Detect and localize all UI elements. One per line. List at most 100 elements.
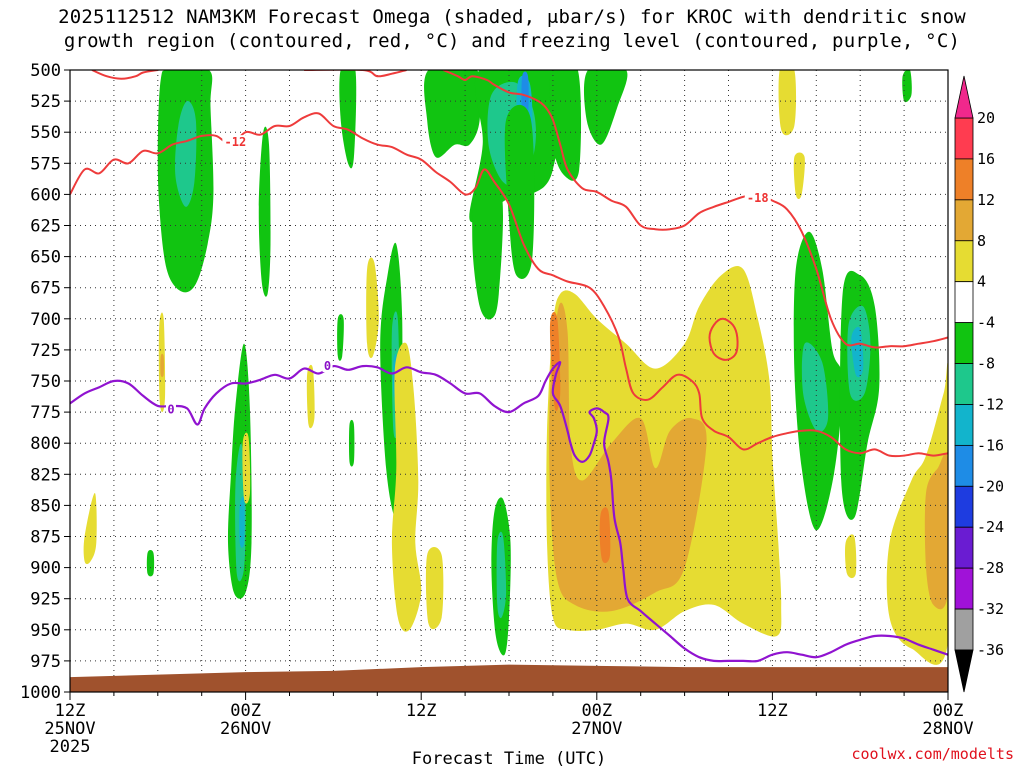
omega-ascent-region-12 [472,177,504,320]
omega-ascent-region-4 [239,496,245,548]
colorbar-bin [954,608,974,651]
y-tick-label: 500 [30,61,61,81]
colorbar-bin [954,240,974,283]
colorbar-label: -24 [977,518,1004,536]
x-tick-label: 00Z [230,701,261,721]
omega-ascent-region-1 [175,100,197,207]
contour-label: -12 [225,135,247,149]
y-tick-label: 525 [30,92,61,112]
omega-ascent-region-24 [801,342,829,433]
chart-title-line2: growth region (contoured, red, °C) and f… [63,30,961,52]
omega-descent-region-16 [306,364,315,429]
y-tick-label: 675 [30,279,61,299]
x-tick-label: 00Z [933,701,964,721]
omega-descent-region-13 [845,534,857,579]
contours: -12 -18 0 0 [70,70,948,663]
colorbar-label: -8 [977,355,995,373]
colorbar-label: 4 [977,273,986,291]
colorbar-bin [954,158,974,201]
omega-ascent-region-26 [851,326,864,378]
omega-descent-region-12 [924,453,948,610]
colorbar-bin [954,363,974,405]
x-tick-label: 26NOV [220,719,271,739]
y-tick-label: 625 [30,217,61,237]
y-tick-label: 650 [30,248,61,268]
y-tick-label: 850 [30,496,61,516]
y-tick-label: 800 [30,434,61,454]
omega-ascent-region-5 [258,126,271,297]
colorbar-label: -36 [977,641,1004,659]
colorbar: 20 16 12 8 4 -4 -8 -12 -16 -20 -24 -28 -32 -36 [954,75,1004,693]
y-tick-label: 825 [30,465,61,485]
y-tick-label: 550 [30,123,61,143]
dgz-contour--18-1 [91,70,158,80]
y-tick-label: 950 [30,621,61,641]
omega-ascent-region-29 [902,70,912,103]
colorbar-under-arrow [954,649,974,693]
omega-descent-region-10 [793,152,805,200]
colorbar-bin [954,322,974,364]
chart-title-line1: 2025112512 NAM3KM Forecast Omega (shaded… [58,6,966,28]
colorbar-bin [954,485,974,528]
omega-descent-region-1 [548,302,707,612]
colorbar-bin [954,444,974,487]
y-tick-label: 700 [30,310,61,330]
colorbar-bin [954,567,974,610]
omega-descent-region-4 [391,342,422,632]
colorbar-bin [954,404,974,446]
dgz-contour--18-2 [304,70,407,78]
dgz-contour--18-4 [708,317,739,361]
y-tick-label: 975 [30,652,61,672]
y-tick-label: 875 [30,528,61,548]
omega-ascent-region-18 [549,70,582,181]
y-tick-label: 600 [30,185,61,205]
x-tick-label: 12Z [406,701,437,721]
x-tick-label: 12Z [55,701,86,721]
x-axis-title: Forecast Time (UTC) [412,749,606,768]
colorbar-label: 16 [977,150,995,168]
omega-ascent-region-31 [348,419,355,467]
omega-ascent-region-19 [584,70,628,145]
dgz-contour--18-3 [442,70,948,349]
omega-descent-region-3 [549,311,561,411]
colorbar-bin [954,117,974,160]
y-tick-label: 725 [30,341,61,361]
omega-descent-region-14 [778,70,797,136]
contour-label: -18 [747,191,769,205]
credit-text: coolwx.com/modelts [851,745,1014,763]
y-tick-label: 575 [30,154,61,174]
contour-label-bg [165,402,176,416]
omega-ascent-region-10 [424,70,482,158]
contour-label: 0 [324,359,331,373]
terrain-fill [70,664,948,692]
contour-label-bg [222,135,249,149]
x-tick-label: 00Z [581,701,612,721]
terrain [70,664,948,692]
colorbar-label: 12 [977,191,995,209]
omega-ascent-region-21 [496,531,507,619]
y-tick-label: 925 [30,590,61,610]
colorbar-label: -20 [977,477,1004,495]
colorbar-label: -32 [977,600,1004,618]
y-tick-label: 900 [30,559,61,579]
colorbar-over-arrow [954,75,974,119]
colorbar-bin [954,526,974,569]
colorbar-label: -28 [977,559,1004,577]
y-tick-label: 775 [30,403,61,423]
freezing-level-contour-0 [70,361,948,663]
omega-descent-region-15 [242,432,251,504]
omega-ascent-region-17 [504,104,535,279]
contour-label-bg [744,191,771,205]
omega-descent-region-6 [366,257,379,359]
y-tick-label: 750 [30,372,61,392]
omega-descent-region-2 [599,507,611,564]
colorbar-label: -12 [977,395,1004,413]
contour-label-bg [322,359,333,373]
omega-descent-region-9 [83,492,97,565]
colorbar-label: 8 [977,232,986,250]
y-axis: 500 525 550 575 600 625 650 675 700 725 750 775 800 8… [20,61,70,703]
y-tick-label: 1000 [20,683,61,703]
omega-ascent-region-6 [339,70,357,169]
